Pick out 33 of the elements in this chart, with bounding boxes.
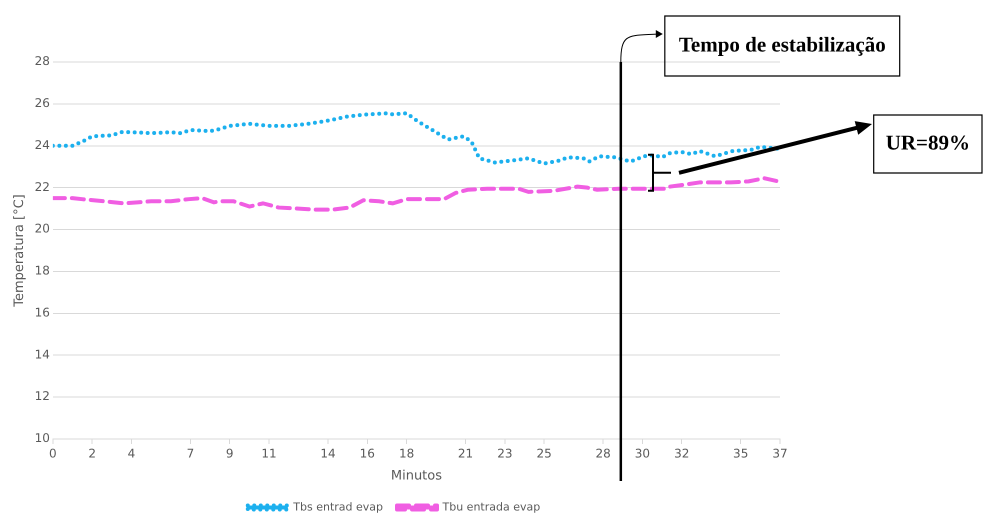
y-tick-label: 10 [34, 431, 50, 446]
x-tick-label: 14 [320, 446, 336, 460]
y-tick-label: 12 [34, 389, 50, 404]
text: UR=89% [886, 130, 970, 154]
x-tick-label: 28 [595, 446, 611, 460]
x-tick-label: 18 [398, 446, 414, 460]
y-axis-title: Temperatura [°C] [12, 194, 28, 308]
x-tick-label: 37 [772, 446, 788, 460]
legend-label: Tempo de estabilização [678, 32, 886, 56]
legend-label: Tbs entrad evap [292, 500, 384, 514]
y-tick-label: 14 [34, 347, 50, 362]
x-tick-label: 7 [186, 446, 194, 460]
x-tick-label: 0 [49, 446, 57, 460]
x-axis-title: Minutos [390, 468, 442, 484]
x-tick-label: 9 [226, 446, 234, 460]
x-tick-label: 30 [634, 446, 650, 460]
legend-label: Tbu entrada evap [442, 500, 540, 514]
x-tick-label: 23 [497, 446, 513, 460]
x-tick-label: 21 [458, 446, 474, 460]
x-tick-label: 2 [88, 446, 96, 460]
y-tick-label: 18 [34, 264, 50, 278]
y-tick-label: 24 [34, 138, 50, 152]
x-tick-label: 35 [733, 446, 748, 460]
y-tick-label: 20 [34, 222, 50, 236]
y-tick-label: 16 [34, 305, 50, 320]
x-tick-label: 25 [536, 446, 552, 460]
y-tick-label: 22 [34, 180, 50, 194]
x-tick-label: 4 [128, 446, 136, 460]
y-tick-label: 28 [34, 54, 50, 68]
y-tick-label: 26 [34, 96, 50, 110]
x-tick-label: 32 [674, 446, 690, 460]
x-tick-label: 11 [261, 446, 277, 460]
x-tick-label: 16 [360, 446, 375, 460]
